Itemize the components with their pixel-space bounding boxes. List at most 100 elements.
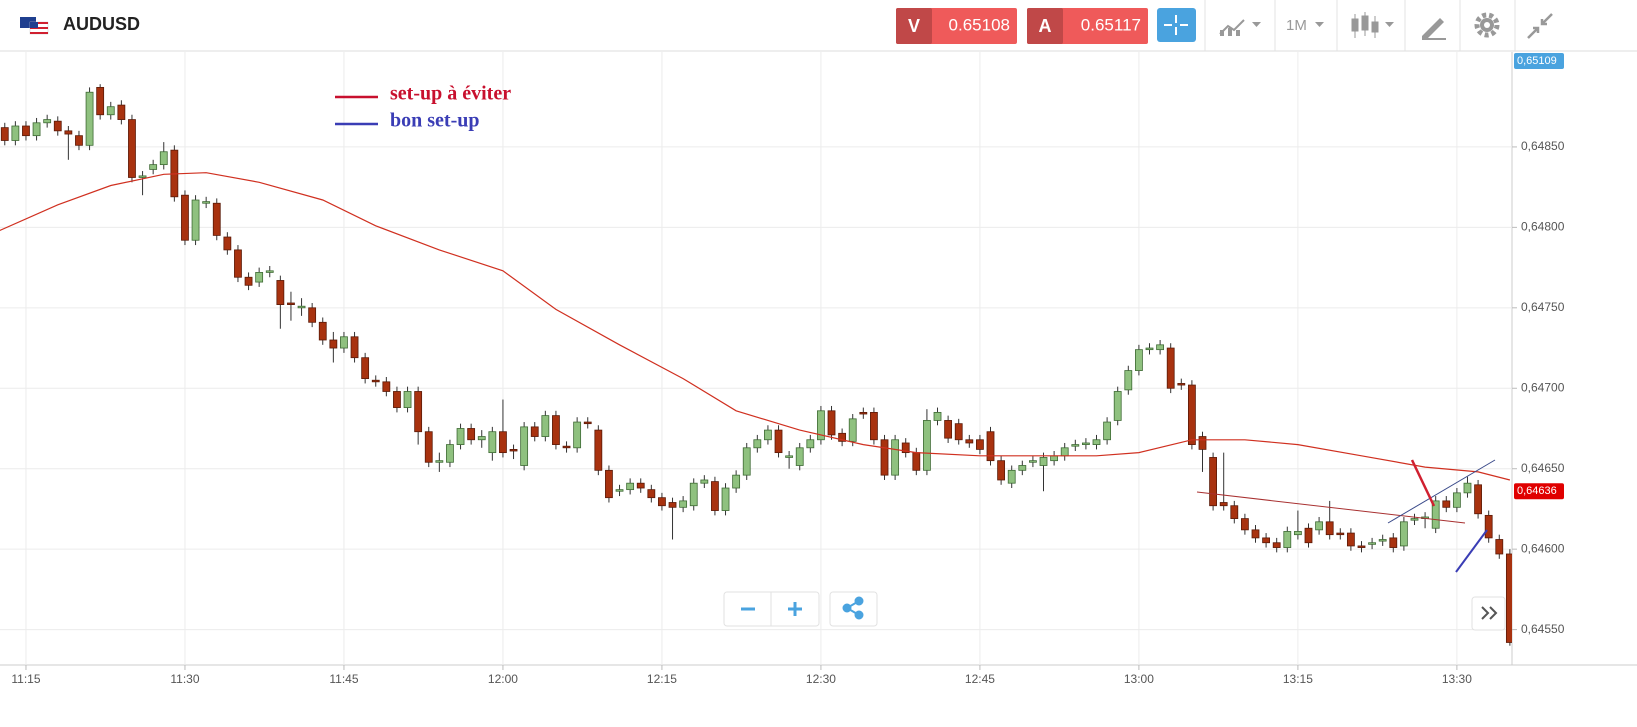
zoom-in[interactable] (788, 602, 802, 616)
buy-label: A (1039, 16, 1052, 36)
price-tag-label: 0,64636 (1517, 485, 1557, 497)
candle-body (1135, 349, 1143, 371)
setup-stroke (1410, 459, 1436, 507)
candle-body (700, 479, 709, 484)
price-tag (1514, 53, 1564, 69)
plot (0, 84, 1512, 646)
buy-button[interactable]: A 0.65117 (1027, 8, 1148, 44)
candle-body (456, 428, 465, 445)
zoom-controls (723, 591, 1506, 631)
collapse-button[interactable] (1527, 13, 1553, 39)
candle-body (806, 439, 815, 449)
candle-body (276, 280, 285, 306)
candle-body (22, 125, 30, 137)
timeframe: 1M (1286, 17, 1307, 34)
candle-body (997, 460, 1006, 481)
share-button[interactable] (842, 596, 864, 620)
candle-body (1389, 537, 1398, 548)
candle-type-button[interactable] (1351, 12, 1394, 38)
candle-body (1442, 500, 1451, 508)
candle-body (340, 336, 348, 349)
candle-body (647, 489, 656, 499)
candle-body (711, 481, 719, 511)
y-tick-label: 0,64550 (1521, 622, 1565, 636)
candle-body (329, 339, 338, 349)
sell-button[interactable]: V 0.65108 (896, 8, 1017, 44)
candle-body (785, 455, 794, 458)
candle-body (1251, 529, 1260, 539)
y-tick-label: 0,64700 (1521, 380, 1565, 394)
candle-body (848, 418, 857, 442)
candle-body (594, 429, 603, 471)
candle-body (1378, 539, 1387, 542)
setup-stroke (1455, 529, 1488, 573)
candle-body (424, 431, 433, 463)
x-tick-label: 11:45 (329, 672, 358, 686)
candle-body (1410, 518, 1419, 521)
candle-body (986, 431, 995, 462)
candle-body (679, 500, 688, 508)
candle-body (1007, 469, 1016, 484)
candle-body (414, 391, 423, 433)
x-tick-label: 13:15 (1283, 672, 1313, 686)
candle-body (255, 272, 264, 283)
candle-body (1240, 518, 1249, 531)
candle-body (880, 439, 889, 476)
candle-body (901, 442, 910, 454)
share-box (829, 591, 878, 627)
candle-body (1495, 539, 1504, 555)
candle-body (393, 391, 401, 408)
candle-body (1346, 532, 1355, 547)
x-tick-label: 11:30 (170, 672, 199, 686)
x-tick-label: 13:30 (1442, 672, 1472, 686)
timeframe-button[interactable]: 1M (1286, 17, 1324, 34)
y-tick-label: 0,64650 (1521, 461, 1565, 475)
candle-body (191, 199, 200, 241)
candle-body (541, 415, 550, 437)
moving-average (0, 172, 1511, 481)
price-tag (1514, 483, 1564, 500)
candle-body (658, 497, 666, 507)
candle-body (244, 276, 253, 286)
candle-body (1336, 532, 1345, 536)
drawing-button[interactable] (1422, 18, 1446, 40)
candle-body (976, 439, 984, 450)
candle-body (1103, 421, 1112, 441)
candle-body (435, 460, 444, 463)
candle-body (774, 429, 783, 454)
candle-body (1145, 347, 1154, 351)
candle-body (1029, 460, 1037, 463)
candle-body (382, 381, 391, 392)
candle-body (1484, 514, 1493, 539)
candle-body (870, 411, 878, 441)
candle-body (350, 336, 359, 359)
x-tick-label: 12:45 (965, 672, 995, 686)
dividers (1204, 0, 1516, 51)
candle-body (1050, 455, 1059, 462)
scroll-end-button[interactable] (1481, 606, 1498, 620)
candle-body (732, 474, 741, 489)
candle-body (1039, 457, 1048, 466)
candle-body (1166, 347, 1175, 389)
candle-body (605, 469, 613, 499)
candle-body (1283, 531, 1292, 548)
candle-body (721, 487, 730, 511)
candle-body (1262, 537, 1270, 544)
candle-body (64, 130, 73, 135)
candle-body (933, 411, 942, 421)
y-tick-label: 0,64750 (1521, 300, 1565, 314)
symbol: AUDUSD (63, 14, 140, 34)
candle-body (234, 249, 242, 278)
settings-button[interactable] (1474, 12, 1500, 38)
candle-body (361, 357, 370, 380)
candle-body (795, 447, 804, 466)
chart-type-button[interactable] (1219, 19, 1261, 36)
candle-body (265, 270, 274, 273)
candle-body (1219, 502, 1228, 507)
candle-body (509, 449, 518, 452)
candle-body (1018, 465, 1027, 471)
candle-body (1368, 542, 1376, 545)
crosshair-button[interactable] (1157, 8, 1196, 42)
candle-body (1293, 531, 1302, 536)
